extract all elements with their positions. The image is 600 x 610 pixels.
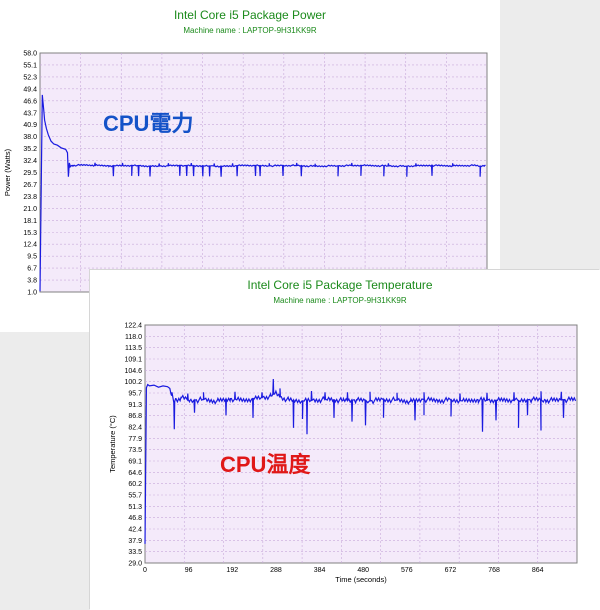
temp-y-tick-label: 82.4 (128, 425, 142, 432)
temp-y-tick-label: 55.7 (128, 493, 142, 500)
power-y-tick-label: 40.9 (23, 122, 37, 129)
power-y-tick-label: 23.8 (23, 194, 37, 201)
temp-y-tick-label: 69.1 (128, 459, 142, 466)
power-plot-area (39, 52, 488, 293)
power-y-tick-label: 46.6 (23, 98, 37, 105)
temp-x-tick-label: 288 (270, 567, 282, 574)
temp-x-tick-label: 384 (314, 567, 326, 574)
temp-y-tick-label: 60.2 (128, 481, 142, 488)
temp-plot-area (144, 324, 578, 564)
cpu-temperature-overlay-label: CPU温度 (220, 452, 311, 477)
temp-y-tick-label: 77.9 (128, 436, 142, 443)
temp-x-tick-label: 768 (488, 567, 500, 574)
power-y-tick-label: 12.4 (23, 242, 37, 249)
temp-y-tick-label: 86.8 (128, 413, 142, 420)
temp-x-axis-label: Time (seconds) (335, 575, 387, 584)
power-y-tick-label: 21.0 (23, 206, 37, 213)
power-y-tick-label: 9.5 (27, 254, 37, 261)
temp-x-tick-label: 576 (401, 567, 413, 574)
temp-y-tick-label: 64.6 (128, 470, 142, 477)
power-y-axis-label: Power (Watts) (3, 148, 12, 196)
temp-y-tick-label: 100.2 (124, 379, 142, 386)
power-y-tick-label: 55.1 (23, 62, 37, 69)
temp-y-tick-label: 104.6 (124, 368, 142, 375)
temp-y-tick-label: 91.3 (128, 402, 142, 409)
power-chart-panel: Intel Core i5 Package Power Machine name … (0, 0, 500, 332)
power-y-tick-label: 38.0 (23, 134, 37, 141)
power-y-tick-label: 15.3 (23, 230, 37, 237)
temp-y-tick-label: 118.0 (125, 334, 142, 341)
power-y-tick-label: 18.1 (23, 218, 37, 225)
power-y-tick-label: 26.7 (23, 182, 37, 189)
power-subtitle: Machine name : LAPTOP-9H31KK9R (183, 26, 316, 35)
power-series-line (39, 94, 486, 292)
temp-subtitle: Machine name : LAPTOP-9H31KK9R (273, 296, 406, 305)
power-y-tick-label: 1.0 (27, 290, 37, 297)
power-y-tick-label: 35.2 (23, 146, 37, 153)
temp-x-tick-label: 672 (445, 567, 457, 574)
power-y-tick-label: 6.7 (27, 266, 37, 273)
temp-y-tick-label: 73.5 (128, 447, 142, 454)
temp-y-tick-label: 95.7 (128, 391, 142, 398)
temp-x-tick-label: 192 (226, 567, 238, 574)
temp-y-tick-label: 109.1 (124, 357, 142, 364)
temp-y-tick-label: 29.0 (128, 561, 142, 568)
power-y-tick-label: 49.4 (23, 86, 37, 93)
cpu-power-overlay-label: CPU電力 (103, 111, 194, 136)
temp-x-tick-label: 480 (357, 567, 369, 574)
power-y-tick-label: 29.5 (23, 170, 37, 177)
temp-x-tick-label: 96 (185, 567, 193, 574)
power-y-tick-label: 58.0 (23, 51, 37, 58)
temp-y-tick-label: 42.4 (128, 527, 142, 534)
power-y-tick-label: 3.8 (27, 278, 37, 285)
power-chart: Intel Core i5 Package Power Machine name … (3, 8, 488, 297)
temp-y-tick-label: 51.3 (128, 504, 142, 511)
temp-y-tick-label: 37.9 (128, 538, 142, 545)
temperature-chart-panel: Intel Core i5 Package Temperature Machine… (90, 270, 600, 610)
temp-series-line (144, 378, 577, 544)
power-title: Intel Core i5 Package Power (174, 8, 326, 22)
temp-y-tick-label: 46.8 (128, 515, 142, 522)
temp-title: Intel Core i5 Package Temperature (247, 278, 433, 292)
temp-x-tick-label: 864 (532, 567, 544, 574)
power-y-tick-label: 52.3 (23, 74, 37, 81)
temp-y-tick-label: 122.4 (124, 323, 142, 330)
temperature-chart: Intel Core i5 Package Temperature Machine… (108, 278, 578, 584)
temp-y-tick-label: 113.5 (125, 345, 142, 352)
temp-y-tick-label: 33.5 (128, 549, 142, 556)
temp-x-tick-label: 0 (143, 567, 147, 574)
power-y-tick-label: 43.7 (23, 110, 37, 117)
power-y-tick-label: 32.4 (23, 158, 37, 165)
temp-y-axis-label: Temperature (°C) (108, 415, 117, 473)
